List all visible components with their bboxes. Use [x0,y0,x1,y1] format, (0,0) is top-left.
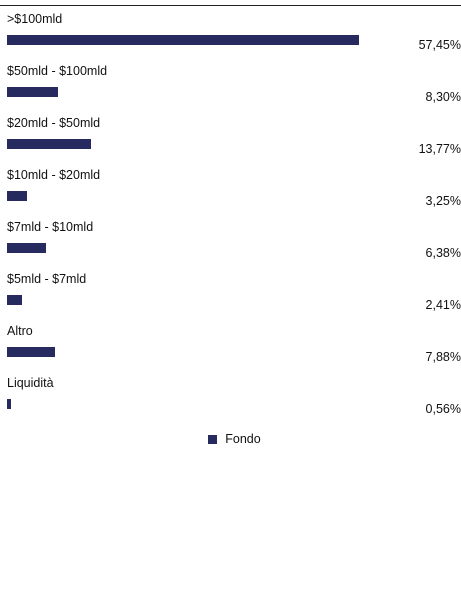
bar [7,87,58,97]
legend: Fondo [0,431,461,447]
value-label: 57,45% [418,38,461,52]
category-label: $50mld - $100mld [7,64,108,78]
bar [7,139,91,149]
value-label: 0,56% [425,402,461,416]
bar-row: >$100mld 57,45% [0,11,461,55]
value-label: 7,88% [425,350,461,364]
bar-row: Liquidità 0,56% [0,375,461,419]
value-label: 6,38% [425,246,461,260]
bar [7,295,22,305]
top-divider [0,5,461,6]
bar-row: $5mld - $7mld 2,41% [0,271,461,315]
bar-row: $7mld - $10mld 6,38% [0,219,461,263]
category-label: $5mld - $7mld [7,272,87,286]
bar [7,347,55,357]
value-label: 8,30% [425,90,461,104]
bar [7,35,359,45]
value-label: 2,41% [425,298,461,312]
bar [7,191,27,201]
category-label: Altro [7,324,33,338]
category-label: Liquidità [7,376,54,390]
bar-row: $10mld - $20mld 3,25% [0,167,461,211]
value-label: 13,77% [418,142,461,156]
category-label: >$100mld [7,12,63,26]
category-label: $20mld - $50mld [7,116,101,130]
legend-swatch [208,434,218,444]
legend-label: Fondo [225,432,261,446]
category-label: $7mld - $10mld [7,220,94,234]
bar-row: Altro 7,88% [0,323,461,367]
bar-row: $20mld - $50mld 13,77% [0,115,461,159]
bar [7,399,11,409]
value-label: 3,25% [425,194,461,208]
category-label: $10mld - $20mld [7,168,101,182]
bar-row: $50mld - $100mld 8,30% [0,63,461,107]
bar [7,243,46,253]
